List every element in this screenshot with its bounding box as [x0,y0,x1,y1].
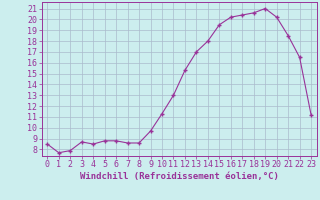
X-axis label: Windchill (Refroidissement éolien,°C): Windchill (Refroidissement éolien,°C) [80,172,279,181]
